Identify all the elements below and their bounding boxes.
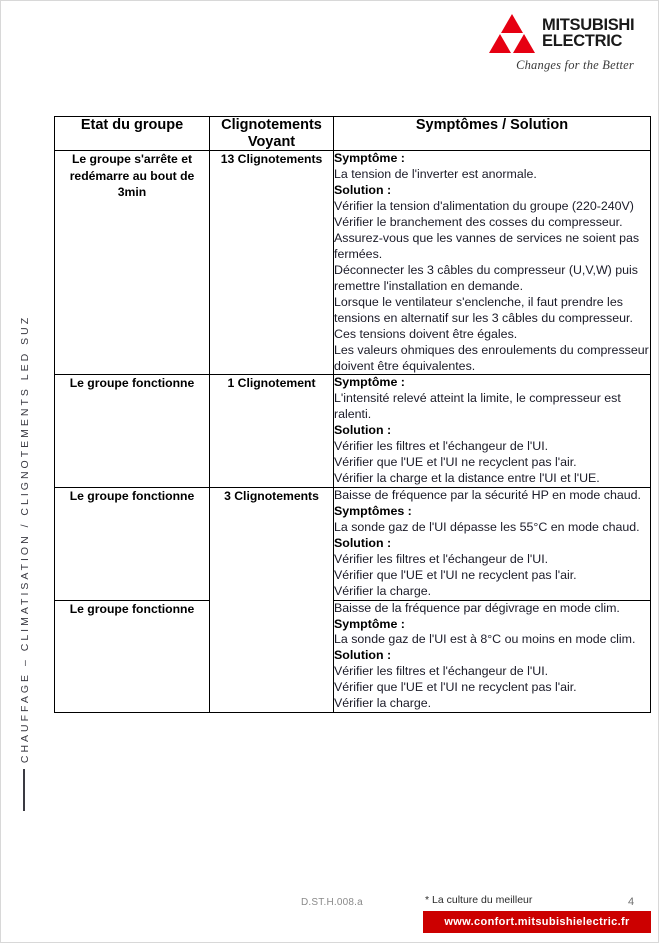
cell-state-1: Le groupe s'arrête et redémarre au bout …	[54, 150, 210, 376]
label-symptom-2: Symptôme :	[334, 375, 405, 390]
mitsubishi-three-diamonds-icon	[489, 13, 535, 53]
cell-details-3: Baisse de fréquence par la sécurité HP e…	[333, 487, 651, 601]
solution-1-line7: Les valeurs ohmiques des enroulements du…	[334, 342, 649, 373]
brand-tagline: Changes for the Better	[516, 58, 634, 72]
table-row: Le groupe s'arrête et redémarre au bout …	[54, 150, 651, 376]
troubleshooting-table: Etat du groupe Clignotements Voyant Symp…	[54, 115, 651, 714]
cell-state-4: Le groupe fonctionne	[54, 599, 210, 714]
intro-4: Baisse de la fréquence par dégivrage en …	[334, 600, 620, 615]
brand-name-line1: MITSUBISHI	[542, 15, 635, 34]
label-solution-4: Solution :	[334, 648, 392, 663]
symptom-1-line1: La tension de l'inverter est anormale.	[334, 167, 537, 182]
side-label-text: CHAUFFAGE – CLIMATISATION / CLIGNOTEMENT…	[19, 314, 31, 764]
symptom-2-line1: L'intensité relevé atteint la limite, le…	[334, 391, 621, 422]
solution-1-line2: Vérifier le branchement des cosses du co…	[334, 215, 623, 230]
solution-1-line5: Lorsque le ventilateur s'enclenche, il f…	[334, 294, 633, 325]
table-row: Le groupe fonctionne 3 Clignotements Bai…	[54, 487, 651, 714]
state-1-line1: Le groupe s'arrête et	[71, 152, 193, 167]
cell-details-1: Symptôme : La tension de l'inverter est …	[333, 150, 651, 376]
label-symptom-1: Symptôme :	[334, 151, 405, 166]
state-1-line3: 3min	[117, 185, 147, 200]
website-url-bar[interactable]: www.confort.mitsubishielectric.fr	[423, 911, 651, 933]
solution-1-line1: Vérifier la tension d'alimentation du gr…	[334, 199, 634, 214]
cell-blinks-1: 13 Clignotements	[209, 150, 334, 376]
solution-2-line1: Vérifier les filtres et l'échangeur de l…	[334, 439, 549, 454]
table-row: Le groupe fonctionne Baisse de la fréque…	[54, 599, 651, 714]
solution-4-line2: Vérifier que l'UE et l'UI ne recyclent p…	[334, 680, 577, 695]
label-symptom-3: Symptômes :	[334, 503, 412, 518]
cell-details-2: Symptôme : L'intensité relevé atteint la…	[333, 374, 651, 489]
solution-4-line3: Vérifier la charge.	[334, 696, 432, 711]
table-row: Le groupe fonctionne 1 Clignotement Symp…	[54, 374, 651, 489]
document-code: D.ST.H.008.a	[301, 897, 363, 908]
column-header-state: Etat du groupe	[54, 115, 210, 152]
solution-3-line1: Vérifier les filtres et l'échangeur de l…	[334, 551, 549, 566]
solution-3-line2: Vérifier que l'UE et l'UI ne recyclent p…	[334, 567, 577, 582]
brand-logo: MITSUBISHI ELECTRIC Changes for the Bett…	[489, 13, 635, 72]
side-rule-divider	[23, 769, 25, 811]
solution-2-line2: Vérifier que l'UE et l'UI ne recyclent p…	[334, 455, 577, 470]
solution-3-line3: Vérifier la charge.	[334, 583, 432, 598]
solution-2-line3: Vérifier la charge et la distance entre …	[334, 471, 600, 486]
state-1-line2: redémarre au bout de	[69, 168, 195, 183]
footer-tagline: * La culture du meilleur	[425, 894, 533, 906]
column-header-symptoms: Symptômes / Solution	[333, 115, 651, 152]
cell-state-3: Le groupe fonctionne	[54, 487, 210, 601]
solution-1-line3: Assurez-vous que les vannes de services …	[334, 231, 640, 261]
cell-blinks-3: 3 Clignotements	[209, 487, 334, 714]
side-label: CHAUFFAGE – CLIMATISATION / CLIGNOTEMENT…	[13, 315, 37, 763]
label-solution-2: Solution :	[334, 423, 392, 438]
solution-1-line6: Ces tensions doivent être égales.	[334, 326, 518, 341]
solution-4-line1: Vérifier les filtres et l'échangeur de l…	[334, 664, 549, 679]
solution-1-line4: Déconnecter les 3 câbles du compresseur …	[334, 262, 638, 293]
label-symptom-4: Symptôme :	[334, 616, 405, 631]
cell-details-4: Baisse de la fréquence par dégivrage en …	[333, 599, 651, 714]
column-header-blinks: Clignotements Voyant	[209, 115, 334, 152]
troubleshooting-table-wrapper: Etat du groupe Clignotements Voyant Symp…	[54, 115, 651, 714]
cell-state-2: Le groupe fonctionne	[54, 374, 210, 489]
brand-name-line2: ELECTRIC	[542, 32, 623, 50]
label-solution-3: Solution :	[334, 535, 392, 550]
intro-3: Baisse de fréquence par la sécurité HP e…	[334, 488, 641, 503]
column-header-blinks-line1: Clignotements	[221, 117, 322, 133]
column-header-blinks-line2: Voyant	[247, 133, 296, 150]
symptom-3-line1: La sonde gaz de l'UI dépasse les 55°C en…	[334, 519, 640, 534]
page-number: 4	[628, 896, 635, 908]
website-url-text: www.confort.mitsubishielectric.fr	[444, 916, 630, 928]
table-header-row: Etat du groupe Clignotements Voyant Symp…	[54, 115, 651, 152]
symptom-4-line1: La sonde gaz de l'UI est à 8°C ou moins …	[334, 632, 636, 647]
cell-blinks-2: 1 Clignotement	[209, 374, 334, 489]
label-solution-1: Solution :	[334, 183, 392, 198]
